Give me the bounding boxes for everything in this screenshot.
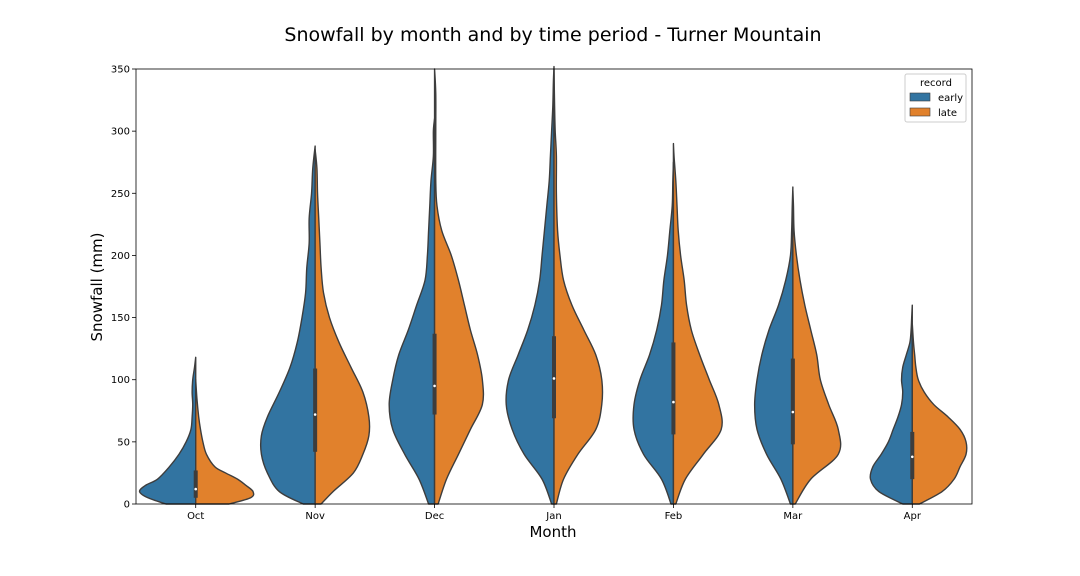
y-tick-label: 300 xyxy=(111,127,130,138)
x-tick-label-mar: Mar xyxy=(783,511,803,522)
violin-late-jan xyxy=(553,68,604,505)
box-iqr-mar xyxy=(790,358,795,445)
median-marker-oct xyxy=(194,487,198,491)
x-tick-label-nov: Nov xyxy=(305,511,325,522)
violin-early-mar xyxy=(753,186,794,505)
y-tick-label: 0 xyxy=(124,500,130,511)
median-marker-feb xyxy=(672,400,675,404)
x-tick-label-jan: Jan xyxy=(545,511,561,522)
y-axis: 0 50 100 150 200 250 300 350 xyxy=(111,65,136,511)
legend: record early late xyxy=(904,73,967,123)
legend-swatch-early xyxy=(909,92,931,102)
box-iqr-dec xyxy=(432,333,437,415)
y-tick-label: 150 xyxy=(111,313,130,324)
x-tick-label-apr: Apr xyxy=(904,511,922,522)
median-marker-nov xyxy=(313,413,317,416)
violin-late-oct xyxy=(195,379,255,505)
violin-late-mar xyxy=(792,190,842,505)
x-tick-label-dec: Dec xyxy=(425,511,444,522)
x-axis: Oct Nov Dec Jan Feb Mar Apr xyxy=(187,504,922,522)
y-axis-label: Snowfall (mm) xyxy=(88,233,106,342)
median-marker-dec xyxy=(433,384,436,388)
violin-late-dec xyxy=(433,68,485,505)
legend-swatch-late xyxy=(909,107,931,117)
legend-label-late: late xyxy=(938,108,957,119)
median-marker-apr xyxy=(910,455,914,459)
violin-late-apr xyxy=(911,323,968,505)
legend-title: record xyxy=(920,78,952,89)
box-iqr-nov xyxy=(313,368,318,452)
y-tick-label: 50 xyxy=(117,437,130,448)
median-marker-mar xyxy=(791,410,795,414)
chart-title: Snowfall by month and by time period - T… xyxy=(284,24,821,46)
legend-label-early: early xyxy=(938,93,963,104)
y-tick-label: 200 xyxy=(111,251,130,262)
box-iqr-oct xyxy=(193,470,198,498)
violin-early-dec xyxy=(388,118,436,505)
x-tick-label-oct: Oct xyxy=(187,511,204,522)
violin-late-nov xyxy=(314,149,371,505)
y-tick-label: 350 xyxy=(111,65,130,76)
x-axis-label: Month xyxy=(529,523,576,541)
violin-early-nov xyxy=(259,145,316,505)
y-tick-label: 250 xyxy=(111,189,130,200)
violin-plot-area xyxy=(138,65,968,505)
x-tick-label-feb: Feb xyxy=(665,511,683,522)
violin-early-feb xyxy=(632,161,675,505)
y-tick-label: 100 xyxy=(111,375,130,386)
box-iqr-feb xyxy=(671,342,676,435)
median-marker-jan xyxy=(552,377,556,380)
violin-early-jan xyxy=(505,65,555,505)
violin-late-feb xyxy=(672,142,723,505)
violin-early-oct xyxy=(138,356,197,505)
violin-early-apr xyxy=(869,304,913,505)
